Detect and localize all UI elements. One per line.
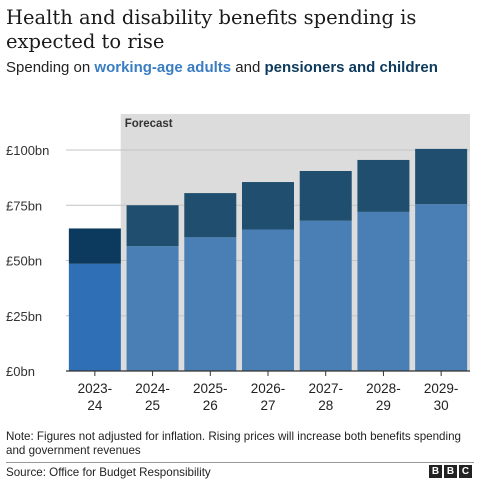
x-tick-label: 29 — [376, 398, 391, 413]
subtitle-series-pensioners: pensioners and children — [264, 59, 438, 76]
x-tick-label: 2025- — [193, 381, 228, 396]
y-tick-label: £25bn — [6, 309, 42, 324]
footnote: Note: Figures not adjusted for inflation… — [6, 430, 461, 457]
bar-working-age — [415, 204, 468, 371]
footer-divider — [6, 462, 474, 463]
bar-chart: Forecast £0bn £25bn £50bn £75bn £100bn 2023- 24… — [6, 114, 470, 413]
bbc-logo-letter: B — [429, 465, 442, 478]
forecast-region — [120, 114, 470, 371]
bar-pensioners-children — [242, 182, 294, 230]
x-tick-label: 27 — [260, 398, 275, 413]
chart-subtitle: Spending on working-age adults and pensi… — [6, 58, 476, 78]
y-tick-label: £75bn — [6, 198, 42, 213]
bar-pensioners-children — [299, 170, 352, 221]
bar-working-age — [126, 246, 179, 371]
y-tick-label: £50bn — [6, 254, 42, 269]
x-tick-label: 2028- — [366, 381, 401, 396]
bar-pensioners-children — [357, 159, 410, 212]
subtitle-series-working-age: working-age adults — [94, 59, 232, 76]
bar-working-age — [299, 220, 352, 371]
bar-working-age — [357, 211, 410, 371]
bbc-logo-letter: C — [459, 465, 472, 478]
bar-working-age — [242, 229, 294, 371]
subtitle-connector: and — [231, 59, 265, 76]
bar-pensioners-children — [184, 193, 237, 238]
source-note: Source: Office for Budget Responsibility — [6, 466, 211, 479]
x-tick-label: 30 — [434, 398, 449, 413]
y-tick-label: £0bn — [6, 364, 35, 379]
x-tick-label: 28 — [318, 398, 333, 413]
bar-pensioners-children — [126, 205, 179, 247]
x-tick-label: 2023- — [78, 381, 113, 396]
x-tick-label: 2027- — [308, 381, 343, 396]
bar-working-age — [184, 237, 237, 371]
x-tick-label: 2024- — [135, 381, 170, 396]
bar-pensioners-children — [415, 148, 468, 205]
bbc-logo-letter: B — [444, 465, 457, 478]
x-tick-label: 24 — [87, 398, 103, 413]
x-tick-label: 25 — [145, 398, 160, 413]
x-tick-label: 2029- — [424, 381, 459, 396]
y-tick-label: £100bn — [6, 143, 49, 158]
bar-working-age — [68, 263, 121, 371]
bar-pensioners-children — [68, 228, 121, 264]
x-tick-label: 26 — [203, 398, 218, 413]
bbc-logo: B B C — [429, 465, 472, 478]
forecast-label: Forecast — [125, 118, 173, 130]
chart-title: Health and disability benefits spending … — [6, 6, 417, 53]
subtitle-prefix: Spending on — [6, 59, 95, 76]
x-tick-label: 2026- — [251, 381, 286, 396]
